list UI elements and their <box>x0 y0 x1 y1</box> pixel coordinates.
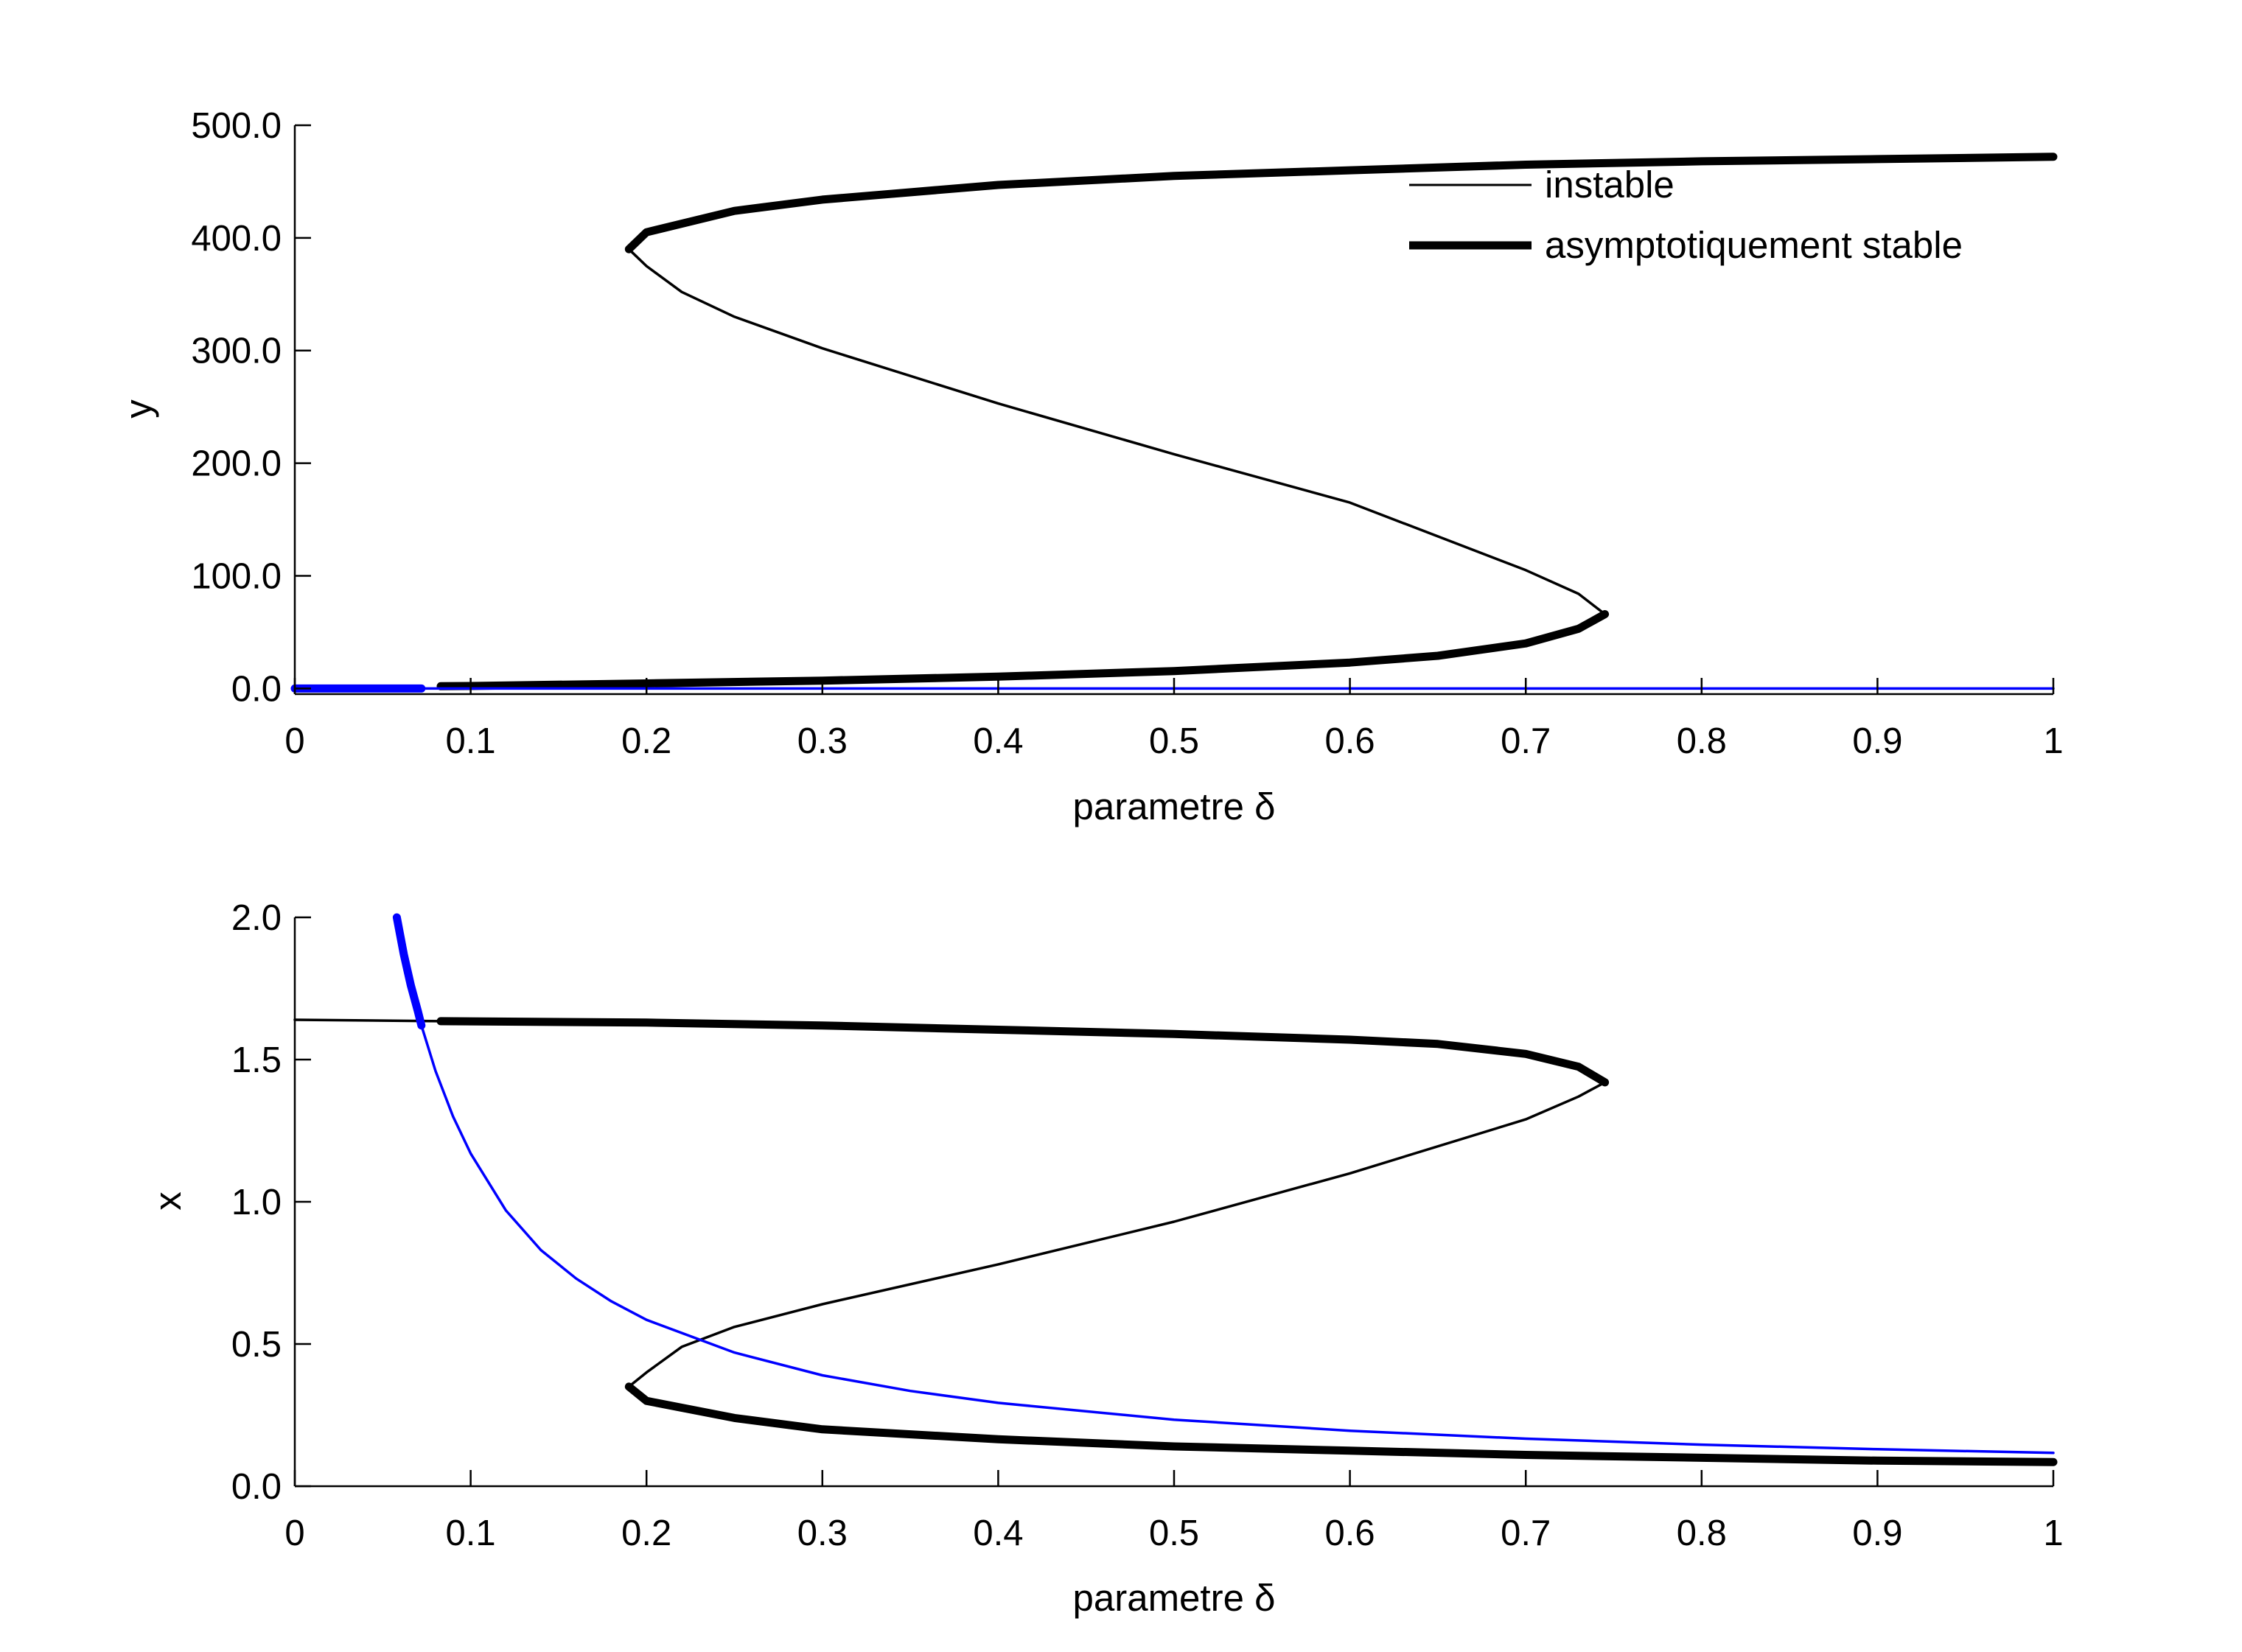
bottom-x-tick-label: 0.2 <box>621 1513 671 1553</box>
top-y-axis-label: y <box>117 399 159 419</box>
legend-label-instable: instable <box>1545 164 1674 206</box>
bottom-series-0-segment-3-thick <box>624 1382 2058 1466</box>
bottom-x-tick-label: 0.8 <box>1677 1513 1727 1553</box>
bottom-x-tick-label: 1 <box>2043 1513 2063 1553</box>
top-x-tick-label: 0.6 <box>1325 721 1375 761</box>
bottom-ticks: 0 0.1 0.2 0.3 0.4 0.5 0.6 0.7 0.8 0.9 1 0.0 0.5 1.0 1.… <box>231 898 2064 1553</box>
top-curves <box>290 153 2058 693</box>
top-x-tick-label: 0.7 <box>1501 721 1551 761</box>
top-y-tick-label: 0.0 <box>231 669 282 709</box>
top-x-tick-label: 0.9 <box>1852 721 1902 761</box>
top-x-tick-label: 0.3 <box>797 721 848 761</box>
top-y-tick-label: 400.0 <box>191 219 282 259</box>
top-x-tick-label: 0.5 <box>1149 721 1199 761</box>
bottom-y-tick-label: 2.0 <box>231 898 282 938</box>
bottom-x-tick-label: 0 <box>284 1513 304 1553</box>
top-x-tick-label: 0 <box>284 721 304 761</box>
bottom-x-axis-label: parametre δ <box>1073 1577 1276 1619</box>
bottom-series-1-segment-1-thin <box>420 1023 2055 1455</box>
bottom-series-0-segment-1-thick <box>436 1017 1610 1087</box>
bottom-x-tick-label: 0.9 <box>1852 1513 1902 1553</box>
legend-label-stable: asymptotiquement stable <box>1545 224 1963 266</box>
top-ticks: 0 0.1 0.2 0.3 0.4 0.5 0.6 0.7 0.8 0.9 1 0.0 100.0 200… <box>191 106 2063 761</box>
bottom-curves <box>293 913 2058 1466</box>
bottom-series-1-segment-0-thick <box>392 913 426 1030</box>
top-series-0-segment-2-thick <box>624 153 2058 253</box>
bottom-series-0-segment-2-thin <box>627 1081 1607 1388</box>
top-x-tick-label: 0.4 <box>973 721 1023 761</box>
top-y-tick-label: 500.0 <box>191 106 282 146</box>
top-y-tick-label: 100.0 <box>191 556 282 596</box>
legend: instable asymptotiquement stable <box>1409 164 1963 266</box>
bottom-y-tick-label: 0.0 <box>231 1467 282 1507</box>
top-x-tick-label: 0.2 <box>621 721 671 761</box>
bottom-x-tick-label: 0.1 <box>446 1513 496 1553</box>
bottom-y-tick-label: 1.5 <box>231 1040 282 1080</box>
top-x-tick-label: 0.1 <box>446 721 496 761</box>
bottom-x-tick-label: 0.4 <box>973 1513 1023 1553</box>
top-x-tick-label: 1 <box>2043 721 2063 761</box>
bottom-x-tick-label: 0.6 <box>1325 1513 1375 1553</box>
top-y-tick-label: 300.0 <box>191 332 282 371</box>
top-series-0-segment-0-thick <box>436 610 1610 690</box>
bottom-panel-x: 0 0.1 0.2 0.3 0.4 0.5 0.6 0.7 0.8 0.9 1 0.0 0.5 1.0 1.… <box>147 898 2064 1619</box>
bottom-x-tick-label: 0.3 <box>797 1513 848 1553</box>
bottom-y-axis-label: x <box>147 1191 189 1211</box>
bottom-y-tick-label: 0.5 <box>231 1325 282 1365</box>
bottom-x-tick-label: 0.7 <box>1501 1513 1551 1553</box>
bottom-x-tick-label: 0.5 <box>1149 1513 1199 1553</box>
top-series-0-segment-1-thin <box>627 248 1607 616</box>
bottom-y-tick-label: 1.0 <box>231 1183 282 1222</box>
top-y-tick-label: 200.0 <box>191 444 282 484</box>
top-x-tick-label: 0.8 <box>1677 721 1727 761</box>
top-x-axis-label: parametre δ <box>1073 785 1276 827</box>
top-panel-y: 0 0.1 0.2 0.3 0.4 0.5 0.6 0.7 0.8 0.9 1 0.0 100.0 200… <box>117 106 2064 827</box>
